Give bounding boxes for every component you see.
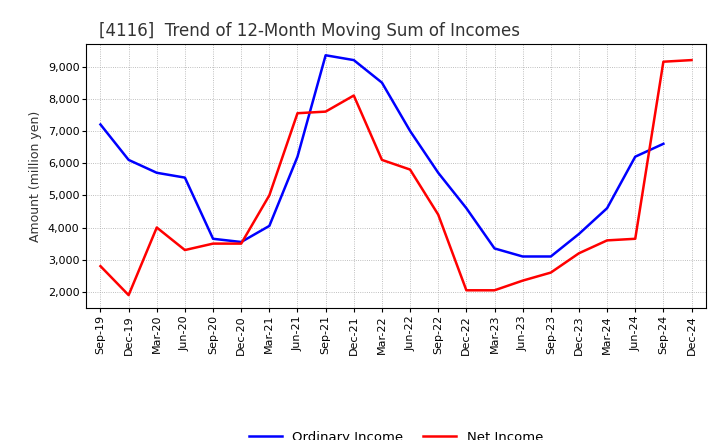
Text: [4116]  Trend of 12-Month Moving Sum of Incomes: [4116] Trend of 12-Month Moving Sum of I… bbox=[99, 22, 520, 40]
Ordinary Income bbox=[518, 254, 527, 259]
Net Income bbox=[546, 270, 555, 275]
Ordinary Income bbox=[153, 170, 161, 176]
Net Income bbox=[575, 251, 583, 256]
Net Income bbox=[377, 157, 386, 162]
Net Income bbox=[125, 293, 133, 298]
Net Income bbox=[181, 247, 189, 253]
Ordinary Income bbox=[546, 254, 555, 259]
Net Income bbox=[209, 241, 217, 246]
Net Income bbox=[96, 264, 105, 269]
Net Income bbox=[321, 109, 330, 114]
Ordinary Income bbox=[96, 122, 105, 127]
Net Income bbox=[406, 167, 415, 172]
Legend: Ordinary Income, Net Income: Ordinary Income, Net Income bbox=[243, 425, 549, 440]
Net Income bbox=[265, 193, 274, 198]
Ordinary Income bbox=[434, 170, 443, 176]
Y-axis label: Amount (million yen): Amount (million yen) bbox=[30, 110, 42, 242]
Ordinary Income bbox=[349, 58, 358, 63]
Ordinary Income bbox=[237, 239, 246, 245]
Net Income bbox=[631, 236, 639, 242]
Ordinary Income bbox=[575, 231, 583, 237]
Ordinary Income bbox=[209, 236, 217, 242]
Ordinary Income bbox=[321, 53, 330, 58]
Net Income bbox=[603, 238, 611, 243]
Net Income bbox=[659, 59, 667, 64]
Net Income bbox=[490, 288, 499, 293]
Net Income bbox=[462, 288, 471, 293]
Net Income bbox=[293, 110, 302, 116]
Net Income bbox=[518, 278, 527, 283]
Net Income bbox=[434, 212, 443, 217]
Ordinary Income bbox=[406, 128, 415, 134]
Ordinary Income bbox=[293, 154, 302, 159]
Net Income bbox=[237, 241, 246, 246]
Ordinary Income bbox=[603, 205, 611, 211]
Ordinary Income bbox=[631, 154, 639, 159]
Net Income bbox=[153, 225, 161, 230]
Line: Net Income: Net Income bbox=[101, 60, 691, 295]
Ordinary Income bbox=[181, 175, 189, 180]
Net Income bbox=[687, 58, 696, 63]
Ordinary Income bbox=[490, 246, 499, 251]
Ordinary Income bbox=[659, 141, 667, 147]
Ordinary Income bbox=[462, 205, 471, 211]
Line: Ordinary Income: Ordinary Income bbox=[101, 55, 663, 257]
Ordinary Income bbox=[265, 223, 274, 228]
Ordinary Income bbox=[377, 80, 386, 85]
Net Income bbox=[349, 93, 358, 98]
Ordinary Income bbox=[125, 157, 133, 162]
